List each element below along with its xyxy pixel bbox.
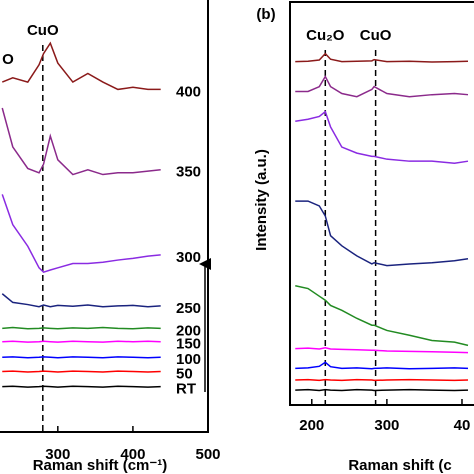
spectrum-line <box>295 200 469 267</box>
series-label: 50 <box>176 365 193 382</box>
spectrum-line <box>1 107 161 176</box>
spectrum-line <box>1 41 161 91</box>
x-tick-label: 300 <box>374 417 399 434</box>
panel-label: (b) <box>256 6 275 23</box>
y-axis-label: Intensity (a.u.) <box>253 149 270 251</box>
x-tick-label: 200 <box>299 417 324 434</box>
x-axis-label: Raman shift (cm⁻¹) <box>33 457 168 474</box>
series-label: 150 <box>176 336 201 353</box>
series-label: 400 <box>176 83 201 100</box>
spectrum-line <box>1 293 161 308</box>
spectrum-line <box>295 378 469 382</box>
series-label: 300 <box>176 249 201 266</box>
spectrum-line <box>295 361 469 370</box>
spectrum-line <box>295 347 469 354</box>
reference-label: CuO <box>27 22 59 39</box>
series-label: 200 <box>176 322 201 339</box>
series-label: 350 <box>176 164 201 181</box>
spectrum-line <box>2 356 161 359</box>
spectrum-line <box>1 194 161 274</box>
annotation: O <box>2 51 14 68</box>
x-axis-label: Raman shift (c <box>348 457 451 474</box>
axis-frame <box>289 1 474 406</box>
spectrum-line <box>295 75 469 98</box>
series-label: 100 <box>176 351 201 368</box>
x-tick-label: 500 <box>195 446 220 463</box>
reference-label: CuO <box>360 27 392 44</box>
spectrum-line <box>2 340 161 343</box>
spectrum-line <box>2 370 161 373</box>
spectrum-line <box>295 388 469 392</box>
spectrum-line <box>295 284 469 347</box>
spectrum-line <box>295 110 469 164</box>
spectrum-line <box>2 385 161 388</box>
reference-label: Cu₂O <box>306 27 345 44</box>
spectrum-line <box>295 52 469 63</box>
x-tick-label: 400 <box>120 446 145 463</box>
spectrum-line <box>2 326 161 330</box>
series-label: RT <box>176 381 196 398</box>
x-tick-label: 40 <box>454 417 471 434</box>
x-tick-label: 300 <box>45 446 70 463</box>
series-label: 250 <box>176 300 201 317</box>
